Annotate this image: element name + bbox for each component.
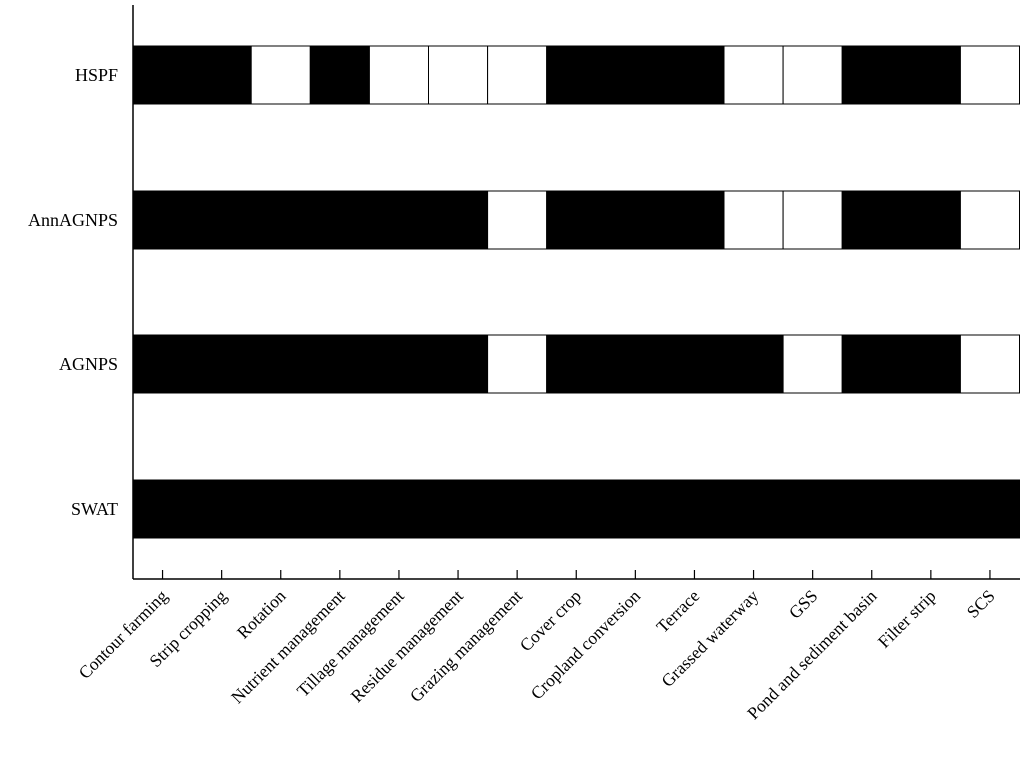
cell-agnps-residue-management	[428, 334, 489, 394]
cell-annagnps-strip-cropping	[191, 190, 252, 250]
cell-agnps-contour-farming	[132, 334, 193, 394]
cell-agnps-filter-strip	[900, 334, 961, 394]
cell-hspf-nutrient-management	[309, 45, 370, 105]
x-tick-label-grazing-management: Grazing management	[406, 586, 526, 706]
cell-agnps-grazing-management	[487, 334, 548, 394]
cell-annagnps-filter-strip	[900, 190, 961, 250]
cell-layer	[132, 45, 1021, 539]
cell-hspf-contour-farming	[132, 45, 193, 105]
cell-agnps-pond-and-sediment-basin	[841, 334, 902, 394]
x-tick-label-residue-management: Residue management	[347, 586, 467, 706]
x-tick-label-terrace: Terrace	[652, 586, 703, 637]
cell-swat-terrace	[664, 479, 725, 539]
row-label-swat: SWAT	[71, 499, 118, 519]
cell-annagnps-grazing-management	[487, 190, 548, 250]
cell-swat-grassed-waterway	[723, 479, 784, 539]
cell-swat-rotation	[250, 479, 311, 539]
cell-swat-pond-and-sediment-basin	[841, 479, 902, 539]
cell-hspf-cropland-conversion	[605, 45, 666, 105]
x-tick-label-rotation: Rotation	[233, 586, 290, 643]
cell-agnps-grassed-waterway	[723, 334, 784, 394]
row-label-hspf: HSPF	[75, 65, 118, 85]
cell-swat-scs	[959, 479, 1021, 539]
cell-swat-grazing-management	[487, 479, 548, 539]
row-annagnps	[132, 190, 1021, 250]
cell-hspf-tillage-management	[368, 45, 429, 105]
cell-swat-strip-cropping	[191, 479, 252, 539]
cell-agnps-strip-cropping	[191, 334, 252, 394]
cell-hspf-rotation	[250, 45, 311, 105]
row-label-annagnps: AnnAGNPS	[28, 210, 118, 230]
cell-annagnps-cropland-conversion	[605, 190, 666, 250]
cell-swat-cropland-conversion	[605, 479, 666, 539]
cell-hspf-grazing-management	[487, 45, 548, 105]
cell-agnps-gss	[782, 334, 843, 394]
row-swat	[132, 479, 1021, 539]
cell-hspf-gss	[782, 45, 843, 105]
cell-swat-filter-strip	[900, 479, 961, 539]
x-tick-label-cropland-conversion: Cropland conversion	[527, 586, 645, 704]
cell-swat-residue-management	[428, 479, 489, 539]
cell-hspf-residue-management	[428, 45, 489, 105]
tick-layer	[161, 570, 991, 579]
cell-swat-tillage-management	[368, 479, 429, 539]
row-agnps	[132, 334, 1021, 394]
cell-agnps-terrace	[664, 334, 725, 394]
row-hspf	[132, 45, 1021, 105]
cell-annagnps-contour-farming	[132, 190, 193, 250]
cell-annagnps-grassed-waterway	[723, 190, 784, 250]
cell-annagnps-cover-crop	[546, 190, 607, 250]
cell-swat-contour-farming	[132, 479, 193, 539]
cell-annagnps-rotation	[250, 190, 311, 250]
cell-agnps-nutrient-management	[309, 334, 370, 394]
cell-annagnps-residue-management	[428, 190, 489, 250]
x-tick-label-scs: SCS	[963, 586, 999, 622]
cell-swat-cover-crop	[546, 479, 607, 539]
cell-hspf-pond-and-sediment-basin	[841, 45, 902, 105]
row-label-agnps: AGNPS	[59, 354, 118, 374]
cell-hspf-scs	[959, 45, 1021, 105]
cell-annagnps-pond-and-sediment-basin	[841, 190, 902, 250]
x-tick-label-gss: GSS	[785, 586, 822, 623]
cell-agnps-cropland-conversion	[605, 334, 666, 394]
x-tick-label-filter-strip: Filter strip	[874, 586, 940, 652]
cell-annagnps-scs	[959, 190, 1021, 250]
cell-agnps-tillage-management	[368, 334, 429, 394]
cell-agnps-cover-crop	[546, 334, 607, 394]
x-tick-label-nutrient-management: Nutrient management	[227, 586, 349, 708]
cell-annagnps-tillage-management	[368, 190, 429, 250]
cell-hspf-grassed-waterway	[723, 45, 784, 105]
cell-hspf-cover-crop	[546, 45, 607, 105]
cell-annagnps-terrace	[664, 190, 725, 250]
cell-hspf-filter-strip	[900, 45, 961, 105]
x-tick-label-tillage-management: Tillage management	[293, 586, 408, 701]
cell-annagnps-nutrient-management	[309, 190, 370, 250]
cell-swat-gss	[782, 479, 843, 539]
cell-annagnps-gss	[782, 190, 843, 250]
cell-swat-nutrient-management	[309, 479, 370, 539]
row-label-layer: HSPF AnnAGNPS AGNPS SWAT	[28, 65, 118, 519]
cell-hspf-terrace	[664, 45, 725, 105]
cell-agnps-rotation	[250, 334, 311, 394]
cell-agnps-scs	[959, 334, 1021, 394]
cell-hspf-strip-cropping	[191, 45, 252, 105]
